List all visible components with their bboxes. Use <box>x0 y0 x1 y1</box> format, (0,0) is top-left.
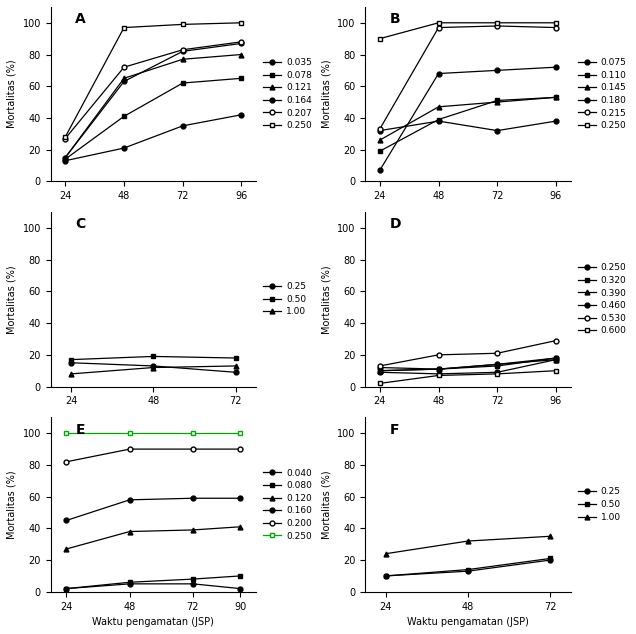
Legend: 0.25, 0.50, 1.00: 0.25, 0.50, 1.00 <box>261 280 308 319</box>
Y-axis label: Mortalitas (%): Mortalitas (%) <box>7 470 17 539</box>
X-axis label: Waktu pengamatan (JSP): Waktu pengamatan (JSP) <box>407 617 529 627</box>
Text: C: C <box>75 217 85 231</box>
Text: D: D <box>390 217 401 231</box>
Legend: 0.035, 0.078, 0.121, 0.164, 0.207, 0.250: 0.035, 0.078, 0.121, 0.164, 0.207, 0.250 <box>261 55 315 133</box>
Y-axis label: Mortalitas (%): Mortalitas (%) <box>7 60 17 129</box>
Y-axis label: Mortalitas (%): Mortalitas (%) <box>321 265 331 333</box>
Y-axis label: Mortalitas (%): Mortalitas (%) <box>321 60 331 129</box>
Legend: 0.25, 0.50, 1.00: 0.25, 0.50, 1.00 <box>575 485 623 524</box>
Y-axis label: Mortalitas (%): Mortalitas (%) <box>7 265 17 333</box>
Legend: 0.040, 0.080, 0.120, 0.160, 0.200, 0.250: 0.040, 0.080, 0.120, 0.160, 0.200, 0.250 <box>261 466 315 543</box>
Text: E: E <box>75 423 85 437</box>
Text: B: B <box>390 12 401 26</box>
Legend: 0.250, 0.320, 0.390, 0.460, 0.530, 0.600: 0.250, 0.320, 0.390, 0.460, 0.530, 0.600 <box>575 261 629 338</box>
Text: A: A <box>75 12 86 26</box>
Y-axis label: Mortalitas (%): Mortalitas (%) <box>321 470 331 539</box>
X-axis label: Waktu pengamatan (JSP): Waktu pengamatan (JSP) <box>92 617 214 627</box>
Legend: 0.075, 0.110, 0.145, 0.180, 0.215, 0.250: 0.075, 0.110, 0.145, 0.180, 0.215, 0.250 <box>575 55 629 133</box>
Text: F: F <box>390 423 399 437</box>
